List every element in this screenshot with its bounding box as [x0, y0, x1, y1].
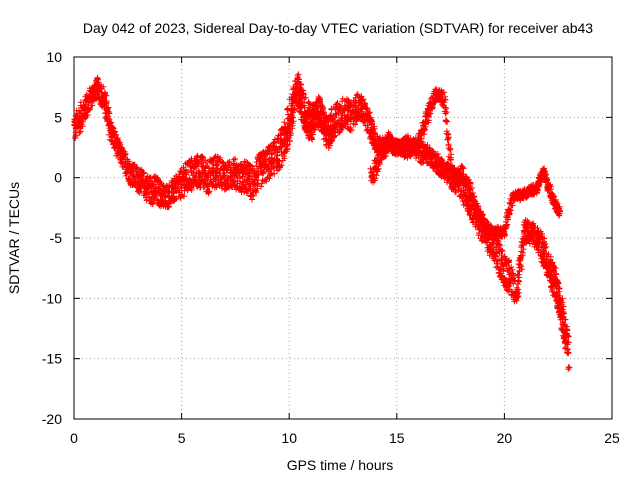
- x-tick-label: 15: [389, 430, 405, 446]
- data-points-layer: [71, 71, 573, 373]
- chart-title: Day 042 of 2023, Sidereal Day-to-day VTE…: [83, 20, 593, 36]
- y-tick-label: -5: [50, 230, 63, 246]
- x-tick-label: 5: [178, 430, 186, 446]
- y-tick-label: 10: [46, 49, 62, 65]
- x-tick-label: 25: [604, 430, 620, 446]
- x-tick-label: 10: [281, 430, 297, 446]
- y-tick-label: -20: [42, 411, 62, 427]
- y-tick-label: -10: [42, 290, 62, 306]
- y-tick-label: -15: [42, 351, 62, 367]
- x-tick-label: 0: [70, 430, 78, 446]
- x-tick-label: 20: [497, 430, 513, 446]
- y-axis-label: SDTVAR / TECUs: [6, 182, 22, 294]
- y-tick-label: 5: [54, 109, 62, 125]
- x-axis-label: GPS time / hours: [287, 457, 394, 473]
- data-point-markers: [71, 71, 573, 373]
- plot-frame: [73, 56, 613, 420]
- y-tick-label: 0: [54, 170, 62, 186]
